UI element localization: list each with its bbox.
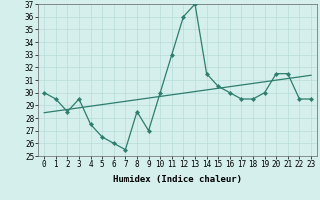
X-axis label: Humidex (Indice chaleur): Humidex (Indice chaleur) bbox=[113, 175, 242, 184]
